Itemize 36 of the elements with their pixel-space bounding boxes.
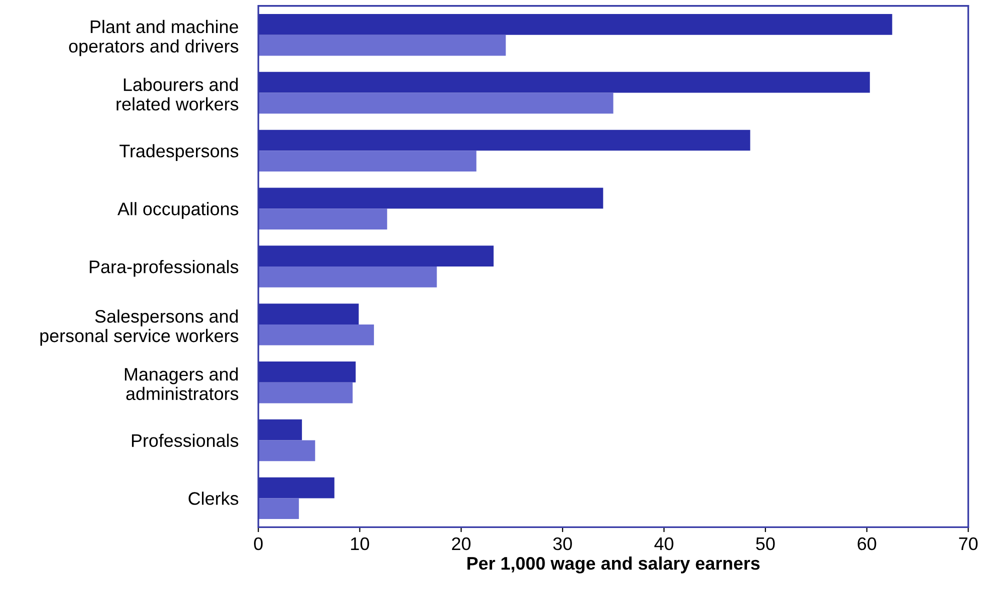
bar <box>258 208 388 230</box>
bar <box>258 440 316 462</box>
x-tick-label: 10 <box>351 537 370 550</box>
x-tick-label: 40 <box>654 537 674 550</box>
bar <box>258 34 506 56</box>
x-tick-label: 0 <box>254 537 263 550</box>
bar <box>258 150 476 172</box>
bar <box>258 324 374 346</box>
bar <box>258 304 359 324</box>
x-tick-label: 20 <box>452 537 471 550</box>
bar <box>258 14 892 35</box>
y-tick-label: Clerks <box>188 492 238 505</box>
x-tick-label: 60 <box>858 537 876 550</box>
y-tick-label: Para-professionals <box>90 260 238 277</box>
bar <box>258 188 604 209</box>
y-tick-label: Managers and administrators <box>124 367 238 400</box>
y-tick-label: Tradespersons <box>120 144 238 161</box>
bar <box>258 266 437 288</box>
x-tick-label: 70 <box>959 537 978 550</box>
bar <box>258 498 299 520</box>
bar <box>258 419 302 440</box>
bar <box>258 130 750 151</box>
bar <box>258 72 870 93</box>
x-tick-label: 30 <box>553 537 572 550</box>
bar <box>258 92 614 114</box>
bar <box>258 477 334 498</box>
y-tick-label: Plant and machine operators and drivers <box>69 20 238 56</box>
x-tick-label: 50 <box>756 537 775 550</box>
y-tick-label: Salespersons and personal service workers <box>40 309 238 346</box>
bar <box>258 246 494 267</box>
y-tick-label: Labourers and related workers <box>116 78 238 111</box>
y-tick-label: Professionals <box>132 434 238 447</box>
x-axis-title: Per 1,000 wage and salary earners <box>467 556 760 574</box>
bar <box>258 362 356 382</box>
y-tick-label: All occupations <box>117 202 238 219</box>
bar <box>258 382 353 404</box>
